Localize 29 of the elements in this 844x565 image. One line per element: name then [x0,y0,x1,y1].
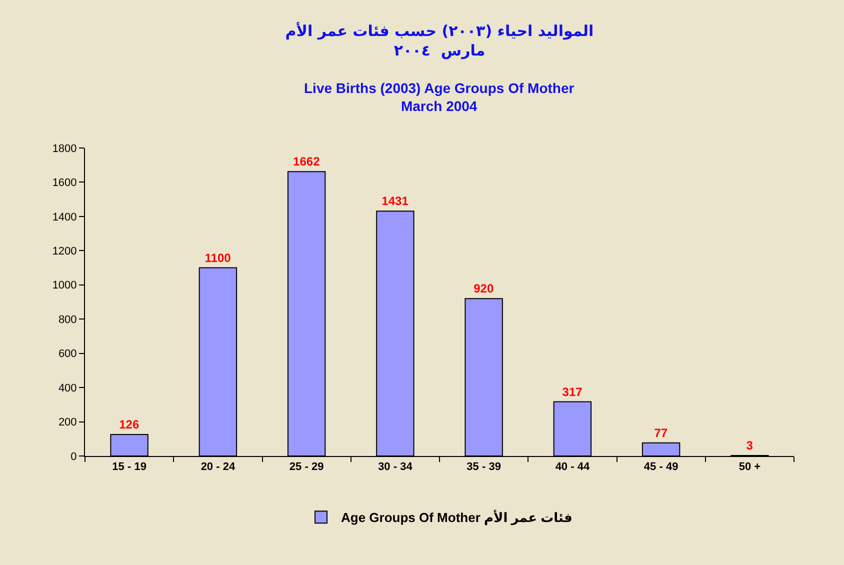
y-tick-label: 600 [58,348,77,360]
x-tick-label: 45 - 49 [644,461,678,474]
y-tick-label: 1000 [52,280,77,292]
data-label: 1431 [382,194,409,208]
data-label: 77 [654,426,668,440]
data-label: 920 [474,282,494,296]
y-tick-label: 200 [58,416,77,429]
data-label: 3 [746,438,754,452]
chart-title: المواليد احياء (٢٠٠٣) حسب فئات عمر الأم مارس ٢٠٠٤ [285,21,594,60]
x-tick-label: 50 + [738,461,761,474]
x-tick-label: 35 - 39 [466,461,501,474]
y-tick-label: 1400 [52,211,77,224]
data-label: 317 [562,384,583,399]
y-tick-label: 800 [58,314,77,326]
data-label: 126 [119,417,140,432]
x-tick-label: 15 - 19 [112,461,146,474]
legend-label: Age Groups Of Mother فئات عمر الأم [341,509,572,526]
x-tick-label: 30 - 34 [378,461,414,474]
x-tick-label: 40 - 44 [555,461,590,474]
y-tick-label: 1800 [52,142,77,155]
x-tick-label: 20 - 24 [200,461,236,474]
data-label: 1100 [204,250,232,265]
chart-subtitle: Live Births (2003) Age Groups Of Mother March 2004 [304,80,575,114]
y-tick-label: 0 [70,450,77,463]
y-tick-label: 400 [58,382,77,394]
data-label: 1662 [293,154,320,169]
x-tick-label: 25 - 29 [289,461,324,474]
y-tick-label: 1200 [52,246,77,258]
y-tick-label: 1600 [52,177,77,190]
